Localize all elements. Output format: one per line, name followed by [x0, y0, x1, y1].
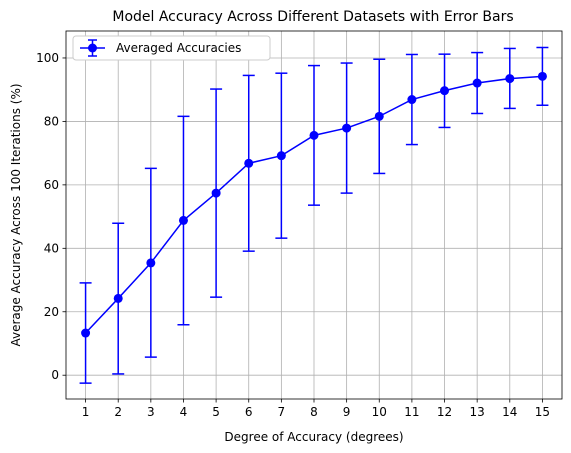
y-tick-label: 40 — [44, 241, 59, 255]
x-tick-label: 12 — [437, 405, 452, 419]
x-tick-label: 13 — [470, 405, 485, 419]
legend-box — [72, 35, 271, 61]
plot-area — [79, 46, 549, 384]
data-point — [276, 151, 286, 161]
data-point — [342, 123, 352, 133]
data-point — [374, 111, 384, 121]
x-tick-label: 2 — [114, 405, 122, 419]
legend: Averaged Accuracies — [72, 35, 271, 61]
data-point — [537, 71, 547, 81]
data-point — [178, 215, 188, 225]
x-tick-label: 1 — [82, 405, 90, 419]
data-point — [407, 95, 417, 105]
x-axis-label: Degree of Accuracy (degrees) — [224, 430, 403, 444]
x-axis: 1 2 3 4 5 6 7 8 9 10 11 12 13 14 15 — [82, 399, 550, 419]
x-tick-label: 14 — [502, 405, 517, 419]
data-point — [309, 130, 319, 140]
y-tick-label: 0 — [51, 368, 59, 382]
x-tick-label: 3 — [147, 405, 155, 419]
x-tick-label: 10 — [372, 405, 387, 419]
legend-marker — [88, 43, 97, 53]
x-tick-label: 7 — [278, 405, 286, 419]
y-tick-label: 80 — [44, 114, 59, 128]
data-point — [505, 74, 515, 84]
legend-label: Averaged Accuracies — [116, 41, 241, 55]
chart-title: Model Accuracy Across Different Datasets… — [112, 9, 513, 25]
data-point — [146, 258, 156, 268]
y-tick-label: 60 — [44, 178, 59, 192]
data-point — [472, 78, 482, 88]
x-tick-label: 8 — [310, 405, 318, 419]
y-tick-label: 100 — [36, 51, 59, 65]
x-tick-label: 4 — [180, 405, 188, 419]
x-tick-label: 11 — [404, 405, 419, 419]
x-tick-label: 5 — [212, 405, 220, 419]
data-point — [211, 188, 221, 198]
data-point — [440, 86, 450, 96]
data-point — [113, 293, 123, 303]
data-point — [81, 328, 91, 338]
y-tick-label: 20 — [44, 305, 59, 319]
y-axis-label: Average Accuracy Across 100 Iterations (… — [9, 83, 23, 346]
x-tick-label: 15 — [535, 405, 550, 419]
y-axis: 0 20 40 60 80 100 — [36, 51, 66, 382]
x-tick-label: 9 — [343, 405, 351, 419]
data-point — [244, 158, 254, 168]
x-tick-label: 6 — [245, 405, 253, 419]
